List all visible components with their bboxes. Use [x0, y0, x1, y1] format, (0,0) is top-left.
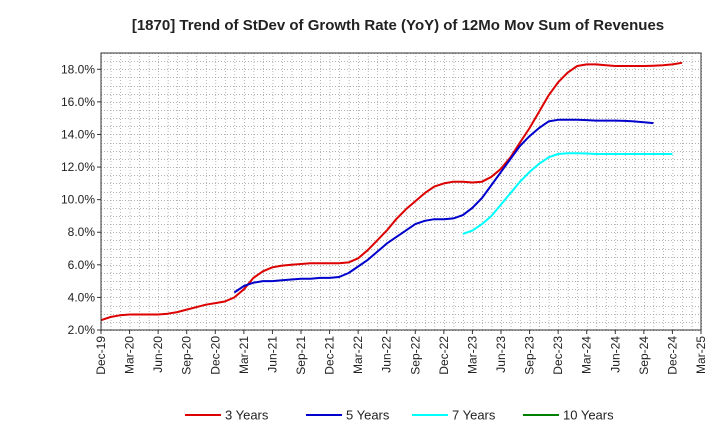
x-tick-label: Mar-24	[580, 336, 594, 374]
y-tick-label: 2.0%	[68, 323, 96, 337]
y-axis-ticks: 2.0% 4.0% 6.0% 8.0% 10.0% 12.0% 14.0% 16.0% 18.0…	[61, 62, 101, 337]
x-tick-label: Jun-23	[494, 336, 508, 373]
x-tick-label: Dec-22	[437, 336, 451, 375]
y-tick-label: 18.0%	[61, 62, 95, 76]
grid-lines	[101, 53, 702, 331]
x-tick-label: Jun-24	[608, 336, 622, 373]
x-tick-label: Sep-23	[523, 336, 537, 375]
x-axis-ticks: Dec-19 Mar-20 Jun-20 Sep-20 Dec-20 Mar-21 Jun-…	[94, 330, 708, 375]
series-line-7-years	[462, 152, 673, 235]
x-tick-label: Sep-20	[180, 336, 194, 375]
legend-label: 7 Years	[452, 408, 496, 423]
x-tick-label: Jun-21	[265, 336, 279, 373]
y-tick-label: 14.0%	[61, 127, 95, 141]
x-tick-label: Mar-22	[351, 336, 365, 374]
x-tick-label: Jun-20	[151, 336, 165, 373]
series-lines	[100, 61, 683, 322]
legend-label: 10 Years	[563, 408, 614, 423]
y-tick-label: 10.0%	[61, 193, 95, 207]
y-tick-label: 8.0%	[68, 225, 96, 239]
x-tick-label: Dec-24	[665, 336, 679, 375]
x-tick-label: Sep-21	[294, 336, 308, 375]
chart-title: [1870] Trend of StDev of Growth Rate (Yo…	[132, 17, 664, 34]
x-tick-label: Mar-25	[694, 336, 708, 374]
x-tick-label: Sep-22	[408, 336, 422, 375]
y-tick-label: 12.0%	[61, 160, 95, 174]
x-tick-label: Mar-21	[237, 336, 251, 374]
x-tick-label: Jun-22	[380, 336, 394, 373]
x-tick-label: Mar-23	[465, 336, 479, 374]
legend-label: 3 Years	[225, 408, 269, 423]
x-tick-label: Dec-19	[94, 336, 108, 375]
x-tick-label: Mar-20	[123, 336, 137, 374]
x-tick-label: Sep-24	[637, 336, 651, 375]
y-tick-label: 4.0%	[68, 290, 96, 304]
legend: 3 Years 5 Years 7 Years 10 Years	[185, 408, 614, 423]
series-line-5-years	[233, 118, 654, 294]
y-tick-label: 6.0%	[68, 258, 96, 272]
x-tick-label: Dec-20	[208, 336, 222, 375]
x-tick-label: Dec-23	[551, 336, 565, 375]
legend-label: 5 Years	[346, 408, 390, 423]
y-tick-label: 16.0%	[61, 95, 95, 109]
series-line-3-years	[100, 61, 683, 322]
x-tick-label: Dec-21	[323, 336, 337, 375]
plot-area-border	[100, 52, 702, 331]
